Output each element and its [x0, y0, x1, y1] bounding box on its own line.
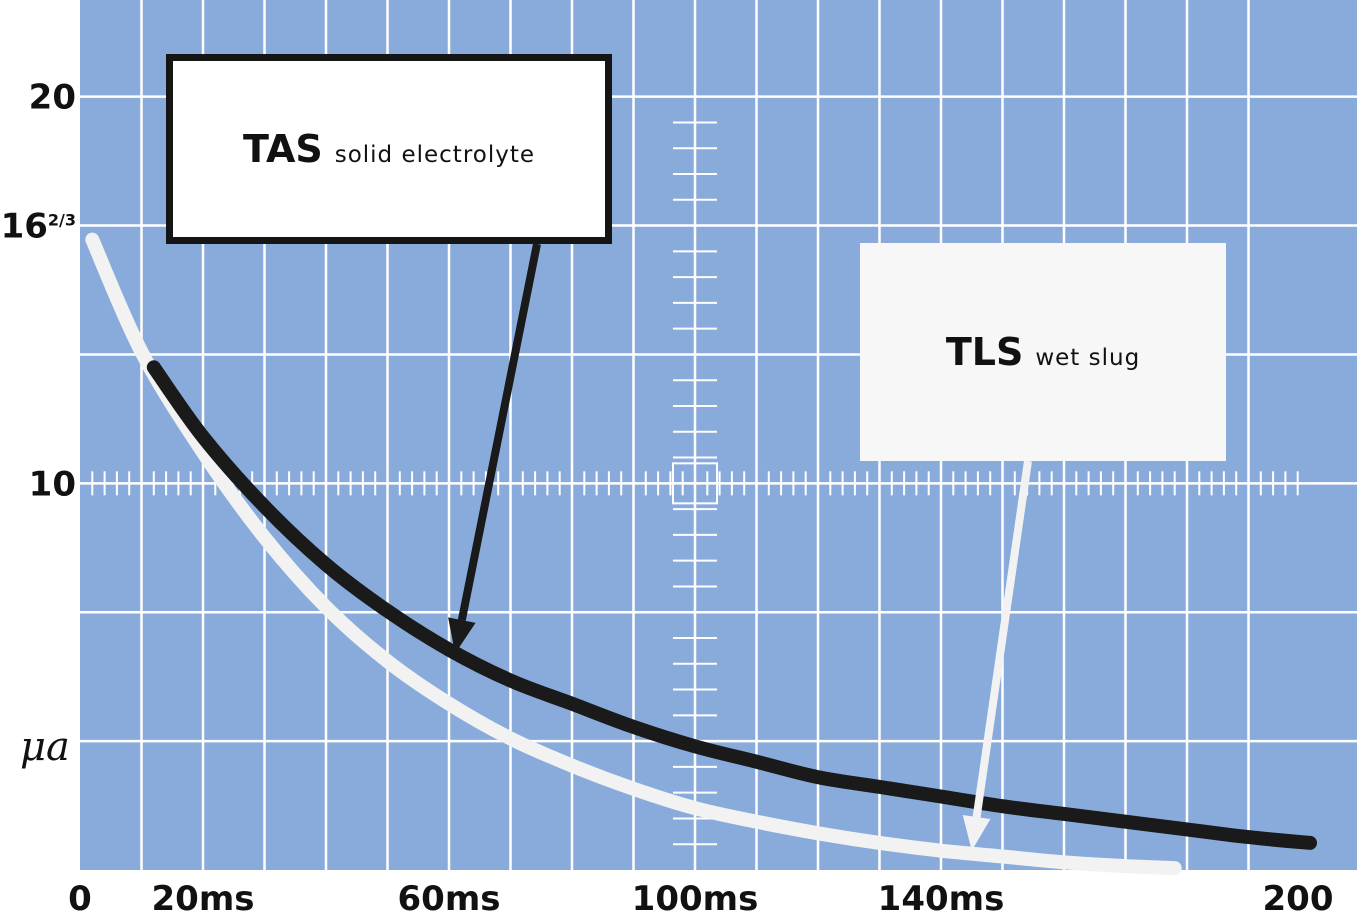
x-tick-label: 60ms: [398, 879, 501, 916]
x-axis-tick-labels: 0 20ms 60ms 100ms 140ms 200: [68, 879, 1333, 916]
tls-callout-arrow: [972, 460, 1032, 818]
x-tick-label: 200: [1263, 879, 1334, 916]
y-tick-label: 20: [29, 78, 76, 118]
tas-callout-box: TAS solid electrolyte: [166, 54, 612, 244]
tls-callout-bold: TLS: [945, 330, 1024, 374]
tls-callout-box: TLS wet slug: [860, 243, 1226, 461]
series-tls-line: [85, 232, 1182, 876]
tas-callout-arrow-head: [448, 617, 476, 654]
center-axis-ticks: [91, 121, 1299, 846]
series-layer: [85, 232, 1317, 876]
y-axis-unit-label: μa: [20, 724, 70, 770]
y-tick-label: 162/3: [1, 206, 76, 246]
x-tick-label: 100ms: [632, 879, 759, 916]
tas-callout-bold: TAS: [242, 127, 323, 171]
x-tick-label: 20ms: [152, 879, 255, 916]
series-tas-line: [146, 360, 1317, 850]
tas-callout-arrow: [457, 243, 541, 621]
tls-callout-arrow-head: [962, 815, 991, 851]
x-tick-label: 140ms: [878, 879, 1005, 916]
tls-callout-text: wet slug: [1035, 345, 1141, 371]
y-tick-fraction: 2/3: [48, 210, 76, 229]
annotation-arrows: [448, 243, 1032, 851]
y-axis-tick-labels: 20 162/3 10: [1, 78, 76, 505]
y-tick-label: 10: [29, 464, 76, 504]
x-tick-label: 0: [68, 879, 92, 916]
center-marker: [672, 462, 718, 505]
tas-callout-text: solid electrolyte: [334, 142, 536, 168]
